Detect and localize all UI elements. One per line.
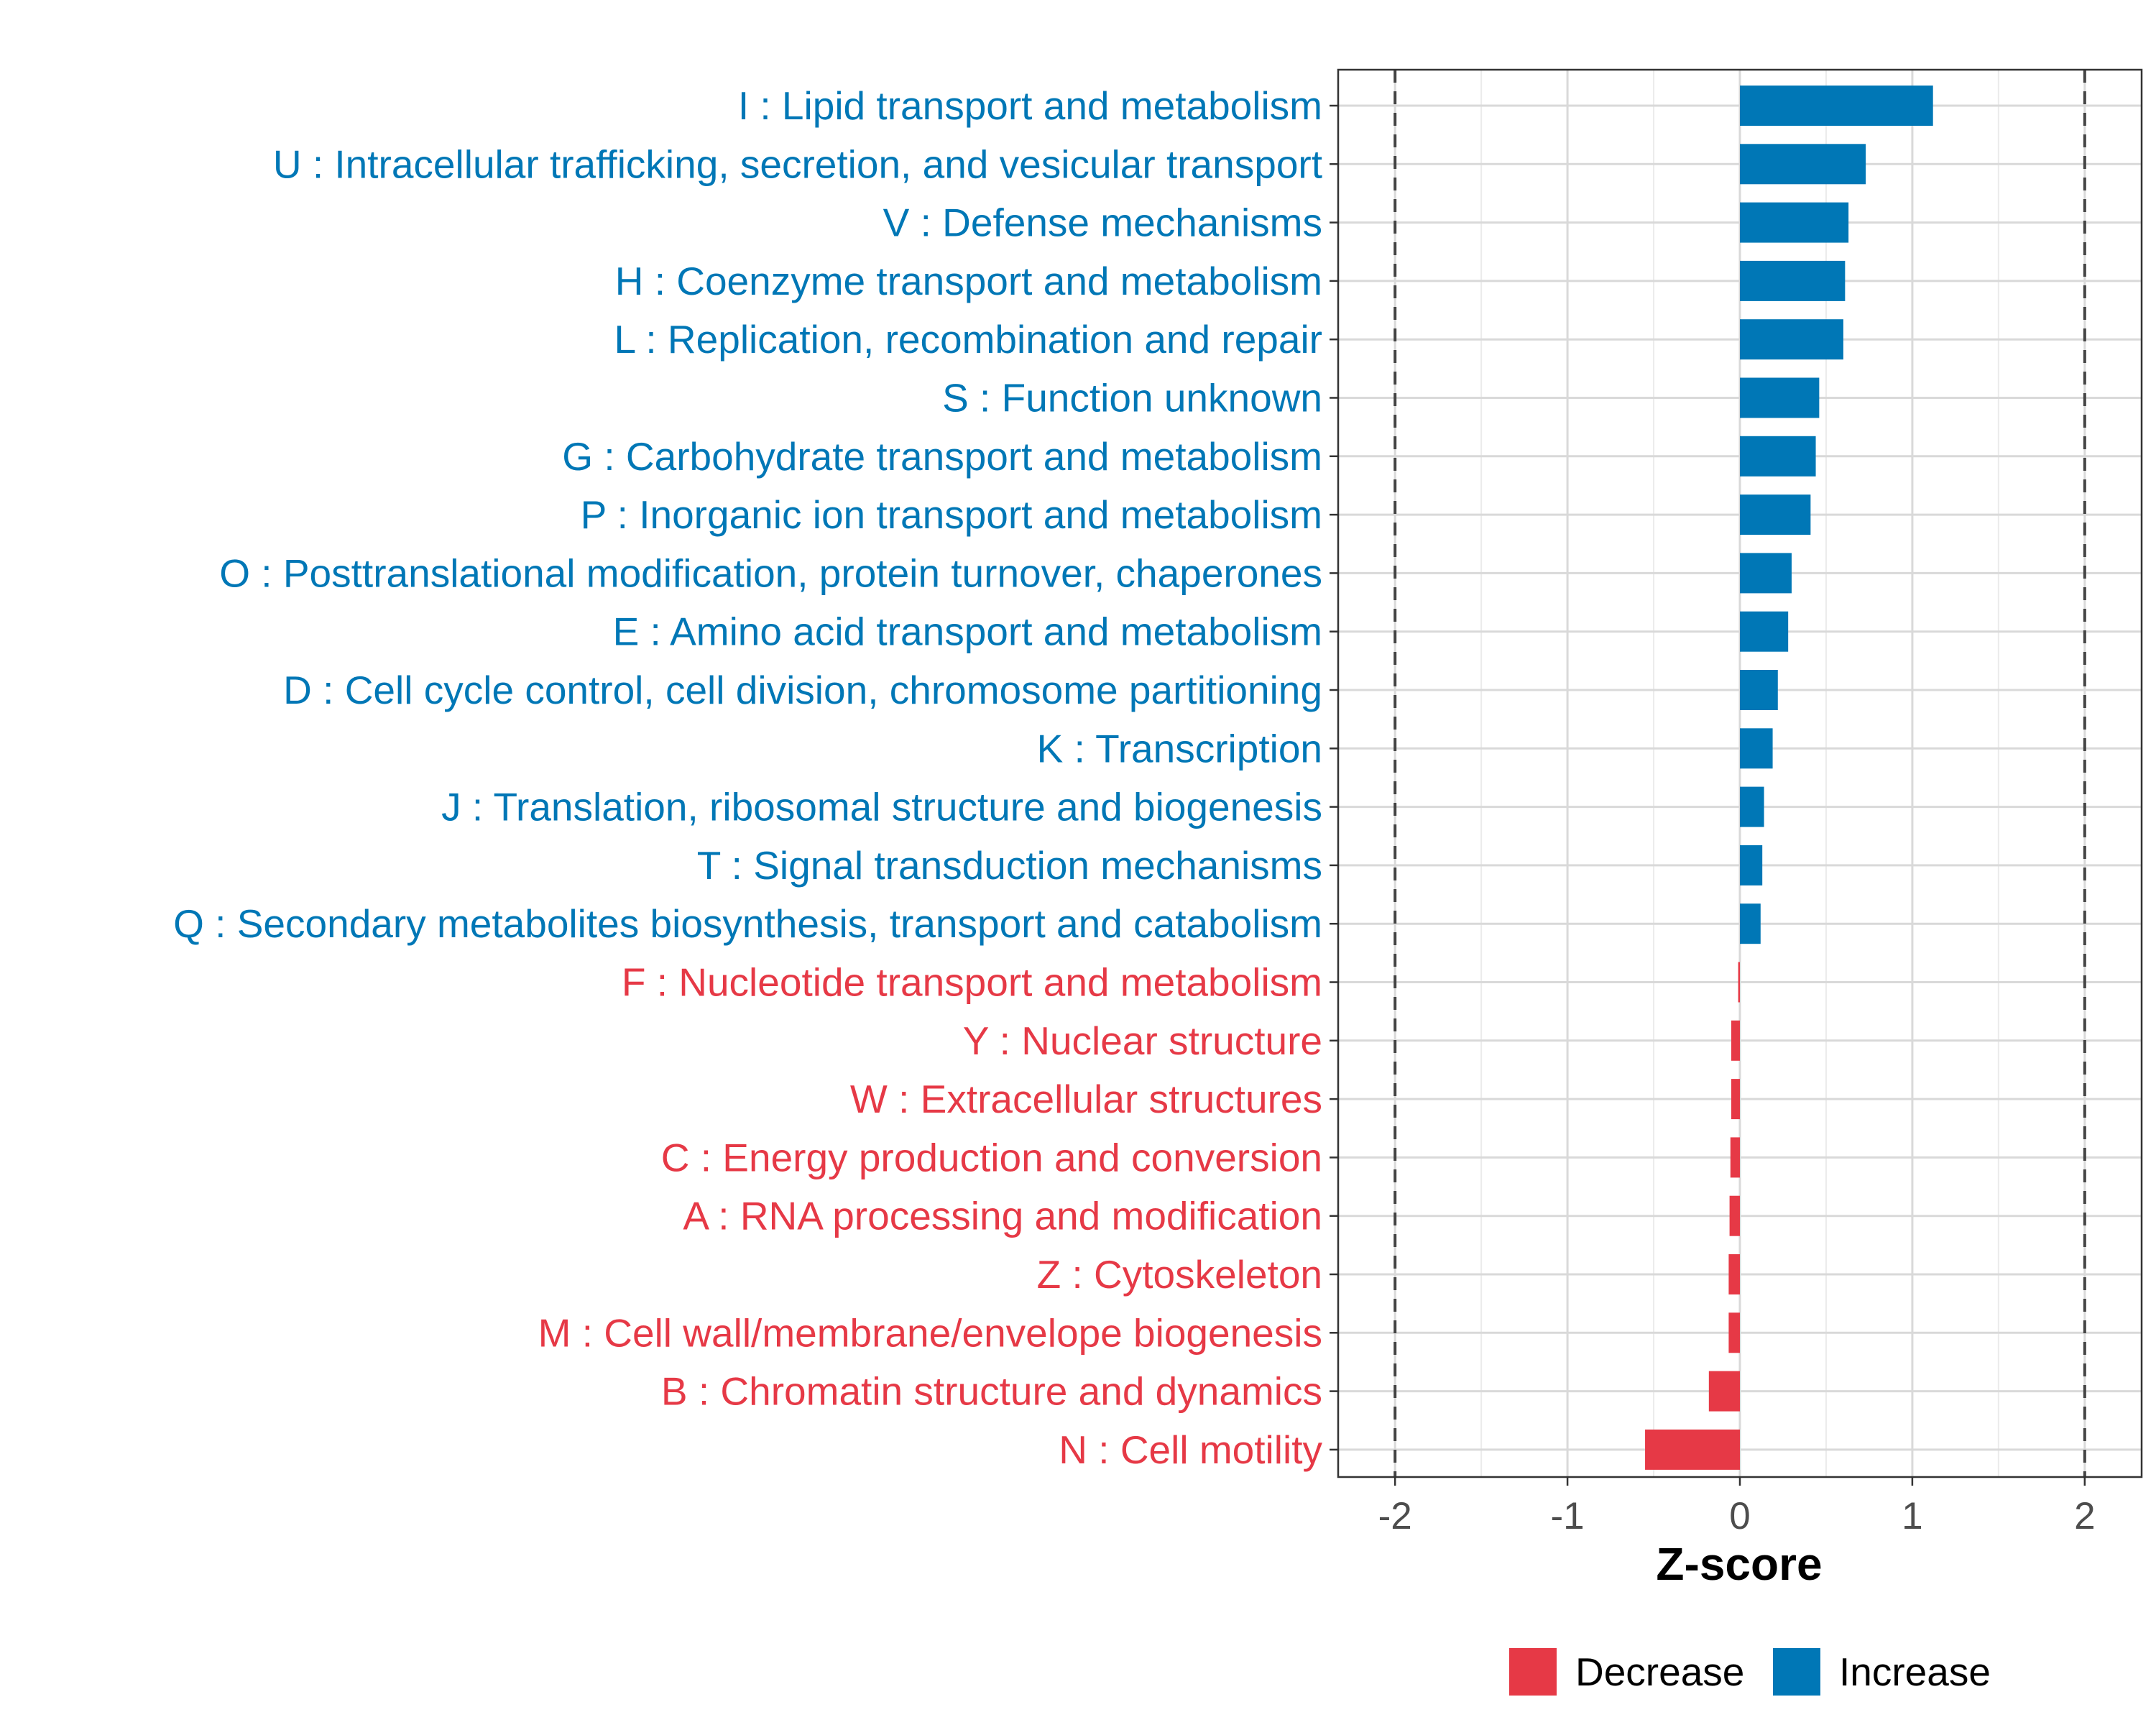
category-label: U : Intracellular trafficking, secretion… <box>273 142 1322 186</box>
x-axis-title: Z-score <box>1656 1538 1822 1590</box>
bar <box>1730 1137 1740 1178</box>
category-label: S : Function unknown <box>942 376 1322 420</box>
bar <box>1731 1079 1740 1120</box>
category-labels: I : Lipid transport and metabolism U : In… <box>173 83 1322 1472</box>
bar <box>1738 962 1740 1003</box>
x-tick-label: 1 <box>1902 1495 1922 1537</box>
bar <box>1708 1371 1740 1412</box>
category-label: N : Cell motility <box>1059 1427 1322 1472</box>
bar <box>1740 611 1789 652</box>
bars <box>1645 86 1933 1470</box>
category-label: C : Energy production and conversion <box>661 1135 1322 1179</box>
bar <box>1740 377 1820 418</box>
category-label: G : Carbohydrate transport and metabolis… <box>562 434 1322 479</box>
bar <box>1740 670 1778 710</box>
bar <box>1645 1429 1740 1470</box>
category-label: Y : Nuclear structure <box>963 1018 1322 1063</box>
bar <box>1740 319 1843 360</box>
bar <box>1740 436 1816 477</box>
category-label: T : Signal transduction mechanisms <box>697 843 1322 888</box>
category-label: A : RNA processing and modification <box>683 1194 1322 1238</box>
category-label: O : Posttranslational modification, prot… <box>219 551 1322 595</box>
category-label: B : Chromatin structure and dynamics <box>661 1369 1322 1414</box>
legend-key <box>1773 1648 1820 1696</box>
x-tick-label: -1 <box>1551 1495 1585 1537</box>
bar <box>1740 845 1763 886</box>
x-tick-label: -2 <box>1378 1495 1412 1537</box>
category-label: L : Replication, recombination and repai… <box>614 317 1322 362</box>
bar <box>1731 1020 1740 1061</box>
bar <box>1740 786 1764 827</box>
category-label: Q : Secondary metabolites biosynthesis, … <box>173 901 1322 946</box>
x-tick-label: 2 <box>2074 1495 2095 1537</box>
category-label: E : Amino acid transport and metabolism <box>613 610 1322 654</box>
category-label: V : Defense mechanisms <box>883 201 1322 245</box>
bar <box>1740 260 1846 301</box>
category-label: K : Transcription <box>1037 726 1322 770</box>
legend-label: Increase <box>1839 1650 1991 1694</box>
bar <box>1740 86 1933 126</box>
category-label: H : Coenzyme transport and metabolism <box>615 259 1322 303</box>
reference-lines <box>1393 70 2086 1477</box>
bar <box>1728 1312 1740 1353</box>
x-axis-ticks: -2 -1 0 1 2 <box>1378 1477 2096 1537</box>
bar <box>1740 494 1811 535</box>
category-label: D : Cell cycle control, cell division, c… <box>283 668 1322 712</box>
legend-label: Decrease <box>1575 1650 1744 1694</box>
category-label: J : Translation, ribosomal structure and… <box>441 785 1322 829</box>
category-label: F : Nucleotide transport and metabolism <box>622 960 1322 1005</box>
legend-key <box>1509 1648 1557 1696</box>
x-tick-label: 0 <box>1729 1495 1750 1537</box>
category-label: I : Lipid transport and metabolism <box>738 83 1322 128</box>
bar <box>1740 144 1866 185</box>
y-axis-ticks <box>1330 104 1338 1451</box>
category-label: M : Cell wall/membrane/envelope biogenes… <box>538 1310 1322 1355</box>
bar <box>1728 1254 1740 1294</box>
bar <box>1740 202 1849 243</box>
legend: Decrease Increase <box>1509 1648 1991 1696</box>
category-label: P : Inorganic ion transport and metaboli… <box>581 492 1322 537</box>
category-label: W : Extracellular structures <box>850 1077 1322 1121</box>
bar <box>1740 903 1761 944</box>
category-label: Z : Cytoskeleton <box>1037 1252 1322 1297</box>
bar <box>1729 1195 1740 1236</box>
bar <box>1740 728 1773 769</box>
bar <box>1740 553 1792 594</box>
